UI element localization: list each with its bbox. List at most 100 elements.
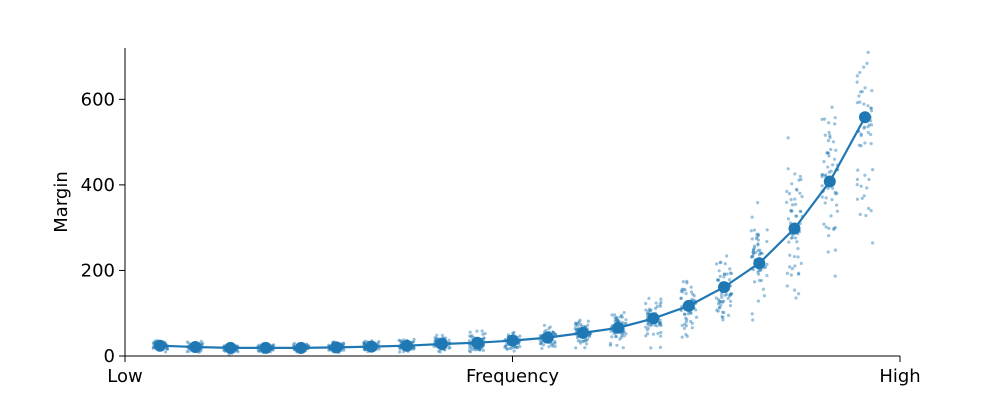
- scatter-point: [610, 335, 614, 339]
- scatter-point: [788, 265, 792, 269]
- scatter-point: [863, 125, 867, 129]
- scatter-point: [483, 331, 487, 336]
- scatter-point: [575, 336, 580, 340]
- scatter-point: [829, 169, 833, 173]
- scatter-point: [541, 343, 546, 347]
- scatter-point: [398, 350, 402, 354]
- scatter-point: [646, 312, 650, 316]
- mean-marker: [541, 331, 554, 344]
- scatter-point: [855, 183, 859, 187]
- scatter-point: [765, 262, 769, 266]
- scatter-point: [721, 318, 725, 322]
- scatter-point: [751, 247, 756, 252]
- scatter-point: [723, 262, 727, 266]
- scatter-point: [785, 189, 789, 193]
- scatter-point: [749, 255, 754, 259]
- scatter-point: [685, 281, 689, 285]
- scatter-point: [614, 318, 618, 322]
- scatter-point: [798, 191, 802, 195]
- scatter-point: [433, 338, 437, 343]
- scatter-point: [481, 332, 485, 336]
- scatter-point: [857, 143, 861, 147]
- mean-marker: [154, 339, 166, 352]
- scatter-point: [793, 197, 797, 201]
- scatter-point: [692, 294, 696, 298]
- scatter-point: [165, 346, 169, 351]
- scatter-point: [822, 160, 826, 164]
- scatter-point: [514, 345, 518, 349]
- scatter-point: [659, 330, 663, 335]
- scatter-point: [608, 343, 612, 347]
- scatter-point: [684, 316, 688, 320]
- scatter-point: [866, 104, 870, 108]
- scatter-point: [867, 123, 871, 127]
- scatter-point: [551, 331, 555, 335]
- scatter-point: [515, 346, 519, 350]
- scatter-point: [185, 340, 190, 344]
- scatter-point: [827, 121, 831, 125]
- scatter-point: [722, 275, 726, 279]
- scatter-point: [870, 88, 874, 93]
- scatter-point: [584, 342, 589, 346]
- scatter-point: [718, 300, 722, 304]
- scatter-point: [765, 273, 769, 278]
- scatter-point: [715, 308, 719, 312]
- scatter-point: [468, 350, 473, 354]
- scatter-point: [686, 312, 690, 316]
- mean-marker: [577, 326, 589, 339]
- scatter-point: [859, 144, 863, 148]
- scatter-point: [656, 331, 660, 336]
- scatter-point: [793, 202, 798, 206]
- scatter-point: [760, 251, 764, 255]
- scatter-point: [826, 186, 830, 190]
- scatter-point: [871, 168, 875, 172]
- scatter-point: [756, 233, 761, 238]
- y-tick-label-0: 0: [104, 346, 115, 367]
- scatter-point: [834, 203, 839, 207]
- scatter-point: [658, 345, 663, 349]
- scatter-point: [796, 246, 800, 251]
- scatter-point: [476, 347, 480, 352]
- scatter-point: [728, 304, 733, 308]
- scatter-point: [610, 313, 614, 317]
- scatter-point: [785, 284, 789, 288]
- scatter-point: [721, 300, 725, 304]
- scatter-point: [752, 244, 757, 248]
- scatter-point: [728, 267, 732, 271]
- scatter-points: [151, 50, 875, 356]
- scatter-point: [684, 332, 688, 337]
- scatter-point: [716, 278, 720, 282]
- scatter-point: [788, 253, 792, 257]
- scatter-point: [863, 141, 867, 145]
- scatter-point: [834, 148, 838, 152]
- scatter-point: [790, 203, 795, 207]
- scatter-point: [759, 251, 763, 255]
- scatter-point: [362, 347, 367, 351]
- scatter-point: [682, 287, 686, 291]
- scatter-point: [800, 194, 804, 199]
- scatter-point: [645, 328, 649, 332]
- scatter-point: [658, 304, 663, 308]
- scatter-point: [584, 339, 588, 343]
- scatter-point: [362, 341, 366, 346]
- scatter-point: [574, 323, 578, 328]
- scatter-point: [622, 322, 627, 326]
- scatter-point: [655, 304, 659, 309]
- scatter-point: [827, 130, 831, 135]
- scatter-point: [855, 101, 859, 105]
- scatter-point: [293, 341, 297, 345]
- scatter-point: [720, 314, 724, 319]
- scatter-point: [583, 346, 587, 350]
- scatter-point: [683, 312, 687, 316]
- scatter-point: [614, 334, 618, 339]
- scatter-point: [826, 139, 831, 143]
- scatter-point: [654, 301, 658, 305]
- scatter-point: [653, 306, 658, 310]
- scatter-point: [256, 348, 260, 352]
- scatter-point: [615, 343, 619, 347]
- scatter-point: [831, 140, 836, 144]
- scatter-point: [481, 348, 486, 353]
- scatter-point: [718, 274, 722, 278]
- scatter-point: [679, 289, 683, 293]
- x-axis-label: Frequency: [466, 366, 559, 387]
